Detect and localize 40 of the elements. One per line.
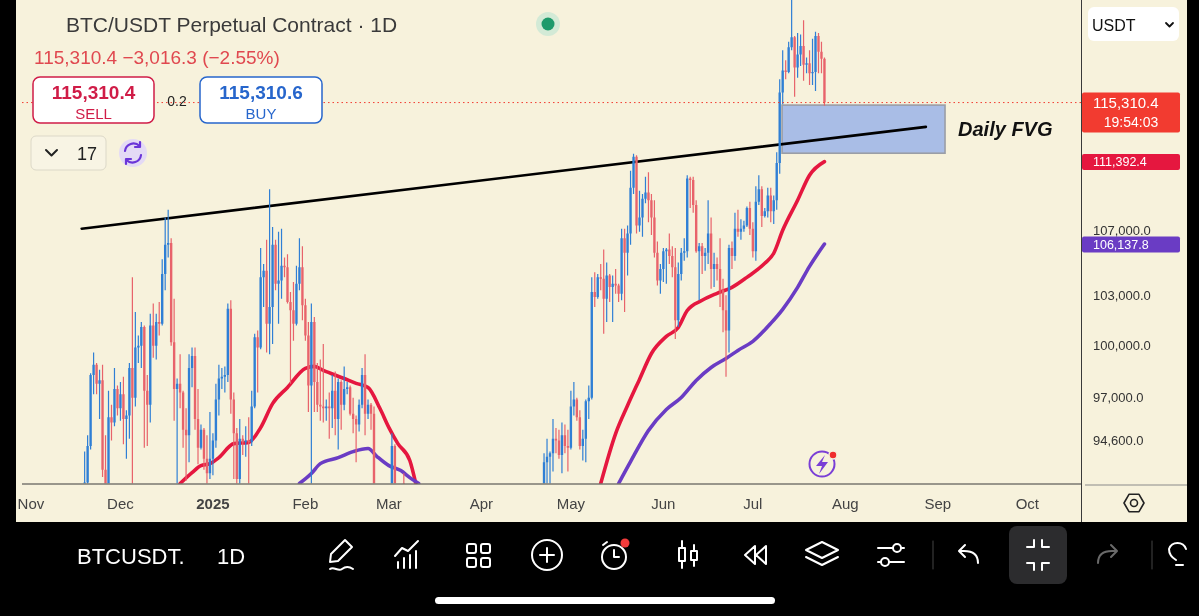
x-tick-label: Nov — [17, 494, 45, 512]
x-tick-label: Dec — [107, 494, 135, 512]
band-label: Daily FVG — [958, 118, 1053, 141]
x-tick-label: Feb — [292, 494, 319, 512]
text: USDT — [1092, 16, 1136, 34]
ref-line-label: 115,310.4 — [1093, 94, 1159, 112]
x-tick-label: Oct — [1015, 494, 1040, 512]
x-tick-label: Aug — [831, 494, 859, 512]
y-tick-label: 100,000.0 — [1093, 338, 1151, 354]
text: 111,392.4 — [1093, 155, 1147, 170]
text: 106,137.8 — [1093, 237, 1149, 252]
candlestick — [739, 219, 743, 240]
candlestick — [730, 241, 734, 269]
x-tick-label: May — [556, 494, 586, 512]
x-tick-label: 2025 — [196, 494, 230, 512]
x-tick-label: Mar — [376, 494, 402, 512]
candlestick — [712, 252, 716, 288]
annotation: 115,310.6 — [219, 81, 303, 103]
annotation: SELL — [75, 104, 112, 122]
text: 19:54:03 — [1103, 114, 1159, 130]
x-tick-label: Jun — [651, 494, 676, 512]
annotation: 17 — [76, 144, 98, 164]
candlestick — [736, 209, 740, 237]
candlestick — [560, 422, 564, 474]
text: 115,310.4 −3,016.3 (−2.55%) — [34, 46, 280, 68]
candlestick — [545, 438, 549, 484]
y-tick-label: 97,000.0 — [1093, 390, 1144, 406]
x-tick-label: Apr — [469, 494, 494, 512]
y-tick-label: 103,000.0 — [1093, 287, 1151, 303]
text: BTCUSDT. — [77, 543, 185, 569]
annotation: BUY — [245, 104, 277, 122]
text: BTC/USDT Perpetual Contract · 1D — [66, 12, 398, 36]
annotation: 0.2 — [167, 93, 187, 109]
candlestick — [208, 411, 212, 479]
x-tick-label: Jul — [743, 494, 763, 512]
annotation: 115,310.4 — [51, 81, 136, 103]
y-tick-label: 94,600.0 — [1093, 433, 1144, 449]
y-tick-label: 107,000.0 — [1093, 222, 1151, 238]
x-tick-label: Sep — [924, 494, 952, 512]
text: 1D — [217, 543, 246, 569]
